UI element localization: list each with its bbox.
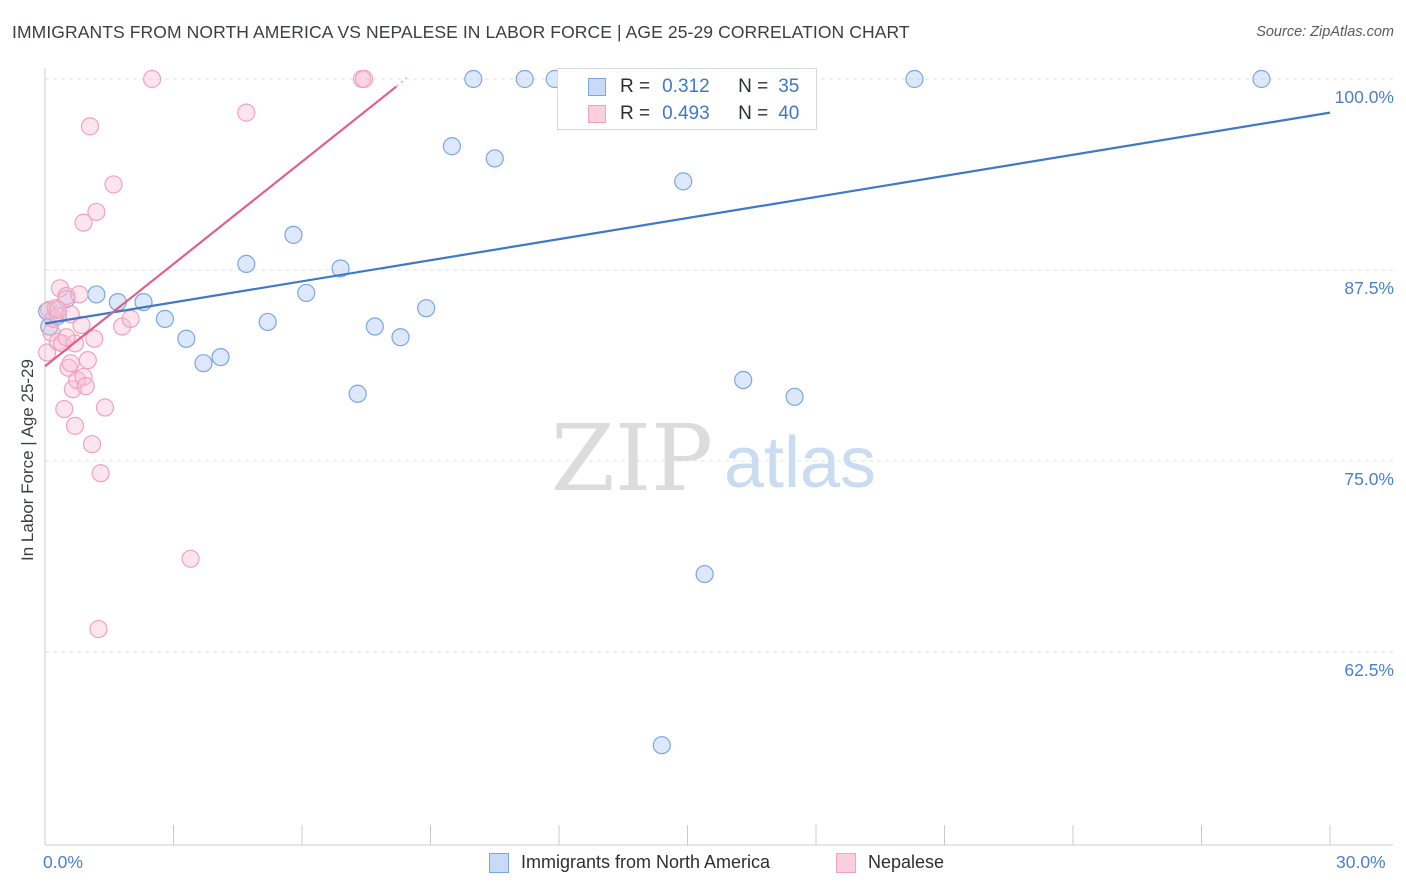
point-north-america (515, 69, 534, 89)
point-north-america (785, 387, 804, 406)
legend-n-value: 35 (778, 75, 800, 97)
legend-n-label: N = (738, 75, 769, 97)
point-north-america (348, 384, 367, 403)
point-north-america (485, 149, 504, 168)
point-north-america (194, 354, 213, 373)
watermark: ZIP atlas (551, 405, 876, 512)
legend-row-north-america: R = 0.312 N = 35 (558, 73, 799, 100)
point-north-america (464, 69, 483, 89)
trend-line-nepalese (44, 85, 397, 368)
trend-line-north-america (44, 111, 1331, 325)
x-tick-label-min: 0.0% (43, 852, 83, 872)
stats-legend: R = 0.312 N = 35 R = 0.493 N = 40 (557, 68, 817, 130)
point-north-america (652, 736, 671, 755)
chart-title: IMMIGRANTS FROM NORTH AMERICA VS NEPALES… (12, 22, 910, 42)
legend-r-label: R = (620, 102, 651, 124)
point-nepalese (70, 285, 89, 304)
point-north-america (417, 299, 436, 318)
trend-line-extension-nepalese (395, 77, 408, 88)
legend-swatch-nepalese (588, 104, 606, 123)
y-tick-label: 100.0% (1334, 87, 1394, 107)
point-north-america (331, 259, 350, 278)
trend-lines (44, 77, 1331, 368)
legend-row-nepalese: R = 0.493 N = 40 (558, 100, 799, 127)
point-nepalese (87, 202, 106, 222)
point-nepalese (121, 309, 140, 328)
point-nepalese (61, 354, 80, 373)
point-nepalese (91, 464, 110, 483)
series-legend-north-america: Immigrants from North America (489, 852, 770, 873)
point-nepalese (38, 343, 57, 362)
point-nepalese (85, 329, 104, 348)
point-north-america (442, 137, 462, 156)
point-north-america (695, 564, 714, 584)
y-tick-label: 87.5% (1344, 278, 1394, 298)
point-north-america (237, 254, 256, 273)
point-nepalese (76, 377, 95, 396)
legend-n-label: N = (738, 102, 769, 124)
series-name-north-america: Immigrants from North America (521, 852, 771, 872)
point-nepalese (50, 279, 70, 298)
point-north-america (284, 225, 303, 244)
point-nepalese (74, 213, 93, 232)
point-nepalese (89, 619, 108, 639)
data-points (38, 69, 1271, 755)
point-north-america (391, 328, 410, 347)
point-nepalese (355, 69, 374, 89)
legend-r-value: 0.493 (662, 102, 710, 124)
watermark-zip: ZIP (551, 405, 713, 512)
source-label: Source: ZipAtlas.com (1256, 24, 1394, 40)
legend-n-value: 40 (778, 102, 800, 124)
point-nepalese (104, 175, 123, 194)
axes (44, 68, 1393, 846)
point-nepalese (57, 328, 76, 347)
point-north-america (155, 309, 175, 328)
point-nepalese (237, 103, 256, 122)
grid-lines (45, 78, 1393, 653)
point-north-america (734, 370, 753, 390)
point-north-america (258, 312, 277, 332)
y-tick-label: 62.5% (1344, 660, 1394, 680)
series-legend-nepalese: Nepalese (836, 852, 944, 873)
point-nepalese (55, 399, 74, 419)
point-north-america (297, 283, 316, 303)
point-nepalese (80, 117, 100, 136)
series-swatch-nepalese (836, 852, 856, 873)
point-nepalese (65, 416, 85, 435)
legend-r-label: R = (620, 75, 651, 97)
watermark-atlas: atlas (724, 423, 876, 503)
point-nepalese (48, 300, 67, 319)
series-legend: Immigrants from North America Nepalese (0, 852, 1406, 878)
point-north-america (87, 285, 106, 304)
point-nepalese (142, 69, 162, 89)
x-tick-label-max: 30.0% (1336, 852, 1386, 872)
y-axis-label: In Labor Force | Age 25-29 (18, 359, 37, 561)
point-nepalese (78, 351, 97, 370)
point-north-america (211, 347, 230, 367)
point-north-america (177, 329, 196, 348)
point-north-america (905, 69, 924, 89)
series-swatch-north-america (489, 852, 509, 873)
point-nepalese (95, 398, 115, 417)
point-nepalese (181, 549, 200, 568)
legend-r-value: 0.312 (662, 75, 710, 97)
point-north-america (1252, 69, 1271, 89)
point-nepalese (83, 435, 102, 454)
point-north-america (674, 172, 693, 191)
point-north-america (365, 317, 384, 336)
y-tick-label: 75.0% (1344, 469, 1394, 489)
series-name-nepalese: Nepalese (868, 852, 945, 872)
legend-swatch-north-america (588, 77, 606, 96)
